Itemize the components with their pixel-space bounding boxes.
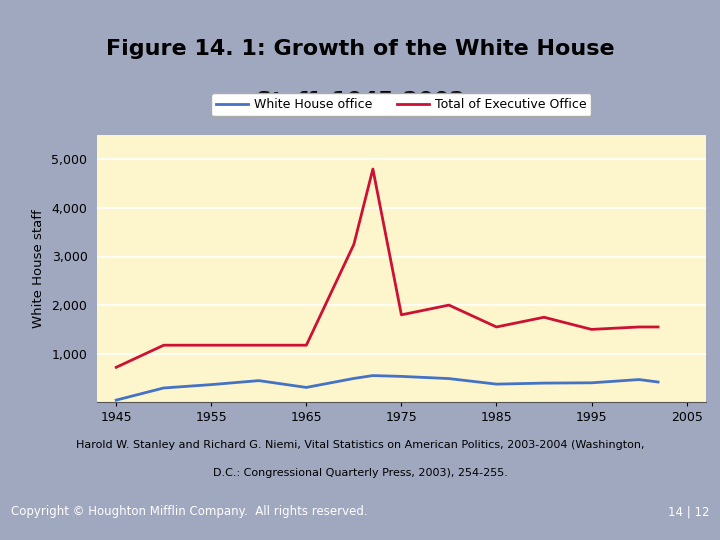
Text: Staff, 1945-2002: Staff, 1945-2002 <box>256 91 464 111</box>
Text: Copyright © Houghton Mifflin Company.  All rights reserved.: Copyright © Houghton Mifflin Company. Al… <box>11 505 367 518</box>
Text: 14 | 12: 14 | 12 <box>667 505 709 518</box>
Text: D.C.: Congressional Quarterly Press, 2003), 254-255.: D.C.: Congressional Quarterly Press, 200… <box>212 468 508 477</box>
Text: Figure 14. 1: Growth of the White House: Figure 14. 1: Growth of the White House <box>106 39 614 59</box>
Y-axis label: White House staff: White House staff <box>32 210 45 328</box>
Legend: White House office, Total of Executive Office: White House office, Total of Executive O… <box>212 93 591 116</box>
Text: Harold W. Stanley and Richard G. Niemi, Vital Statistics on American Politics, 2: Harold W. Stanley and Richard G. Niemi, … <box>76 441 644 450</box>
